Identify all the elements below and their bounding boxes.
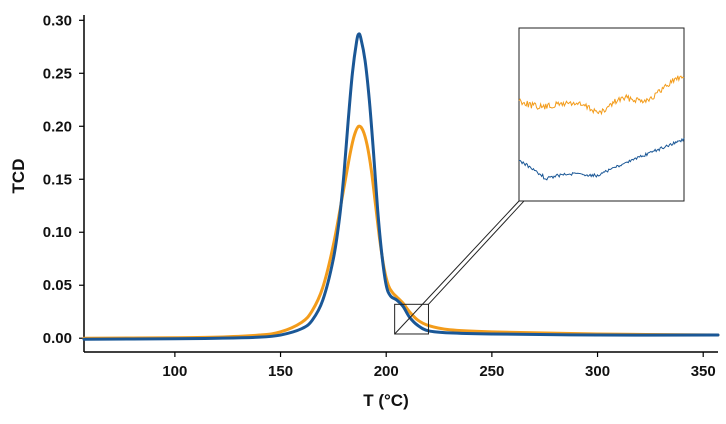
y-tick-label: 0.00 — [43, 330, 72, 347]
x-axis-title: T (°C) — [363, 391, 409, 410]
inset-blue-trace — [518, 137, 685, 181]
x-tick-label: 200 — [374, 363, 399, 380]
series-lines — [82, 32, 720, 341]
y-tick-label: 0.10 — [43, 224, 72, 241]
zoom-region-box — [394, 303, 429, 335]
x-tick-label: 300 — [585, 363, 610, 380]
y-tick-label: 0.20 — [43, 118, 72, 135]
y-tick-label: 0.30 — [43, 12, 72, 29]
x-tick-label: 150 — [268, 363, 293, 380]
y-tick-label: 0.15 — [43, 171, 72, 188]
x-tick-label: 350 — [691, 363, 716, 380]
x-tick-label: 100 — [162, 363, 187, 380]
tcd-blue-series-line — [82, 32, 720, 341]
tcd-orange-series-line — [82, 124, 720, 340]
x-tick-label: 250 — [479, 363, 504, 380]
inset-orange-trace — [518, 75, 685, 116]
y-axis-title: TCD — [9, 159, 28, 194]
y-tick-label: 0.05 — [43, 277, 72, 294]
y-tick-label: 0.25 — [43, 65, 72, 82]
zoom-callout — [394, 27, 685, 335]
axes: 100 150 200 250 300 350 0.00 0.05 0.10 0.15 0.20 0.… — [43, 12, 718, 380]
zoom-connector-line — [394, 200, 520, 335]
